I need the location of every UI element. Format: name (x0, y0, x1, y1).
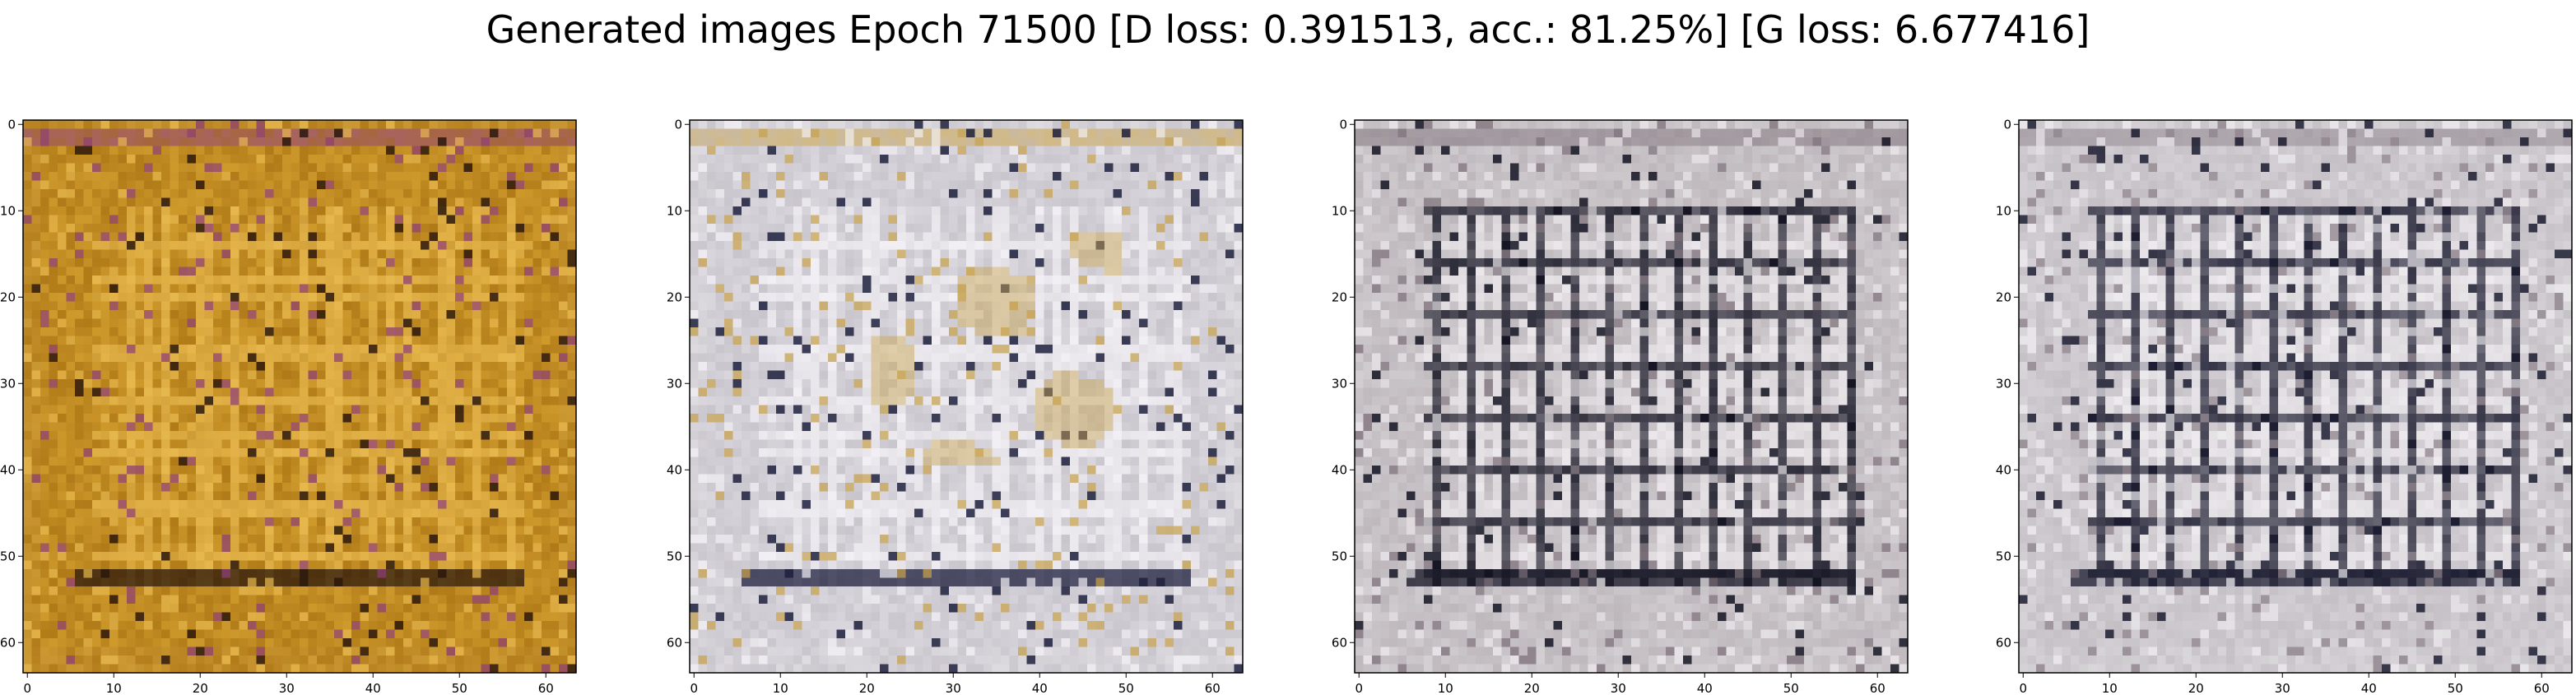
y-tick-label: 0 (7, 117, 16, 132)
x-tick-label: 20 (193, 681, 208, 695)
y-tick-label: 40 (667, 462, 682, 477)
generated-image-panel-4: 0 10 20 30 40 50 60 0 10 20 30 40 50 60 (1996, 114, 2576, 695)
x-tick-label: 20 (1524, 681, 1540, 695)
x-tick-label: 40 (2361, 681, 2377, 695)
y-tick-label: 0 (674, 117, 682, 132)
x-tick-label: 40 (1032, 681, 1048, 695)
figure-title: Generated images Epoch 71500 [D loss: 0.… (486, 7, 2090, 52)
y-tick-label: 30 (0, 376, 16, 391)
x-tick-label: 20 (859, 681, 875, 695)
y-tick-label: 50 (667, 549, 682, 563)
x-tick-label: 60 (1870, 681, 1886, 695)
image-pixels (23, 120, 577, 674)
x-tick-label: 10 (106, 681, 122, 695)
image-pixels (1355, 120, 1909, 674)
y-tick-label: 10 (667, 203, 682, 218)
x-tick-label: 60 (1205, 681, 1221, 695)
x-tick-label: 50 (1118, 681, 1134, 695)
y-tick-label: 10 (1332, 203, 1347, 218)
y-tick-label: 30 (667, 376, 682, 391)
y-tick-label: 30 (1332, 376, 1347, 391)
y-tick-label: 20 (0, 290, 16, 304)
y-tick-label: 10 (0, 203, 16, 218)
x-tick-label: 60 (538, 681, 554, 695)
axes-frame (2018, 119, 2573, 674)
x-tick-label: 50 (452, 681, 467, 695)
axes-frame (22, 119, 577, 674)
x-tick-label: 60 (2534, 681, 2550, 695)
y-tick-label: 40 (0, 462, 16, 477)
y-tick-label: 60 (1996, 635, 2011, 650)
axes-frame (689, 119, 1244, 674)
x-tick-label: 10 (1438, 681, 1453, 695)
y-tick-label: 60 (667, 635, 682, 650)
x-tick-label: 0 (690, 681, 698, 695)
generated-image-plot-2: 0 10 20 30 40 50 60 0 10 20 30 40 50 60 (667, 117, 1244, 695)
x-tick-label: 20 (2188, 681, 2204, 695)
y-tick-label: 20 (667, 290, 682, 304)
y-tick-label: 20 (1996, 290, 2011, 304)
x-tick-label: 30 (946, 681, 961, 695)
generated-image-plot-1: 0 10 20 30 40 50 60 0 10 20 30 40 50 60 (0, 117, 577, 695)
x-tick-label: 40 (365, 681, 381, 695)
x-tick-label: 50 (1783, 681, 1799, 695)
y-tick-label: 40 (1996, 462, 2011, 477)
x-tick-label: 30 (2275, 681, 2290, 695)
y-tick-label: 10 (1996, 203, 2011, 218)
generated-image-panel-1: 0 10 20 30 40 50 60 0 10 20 30 40 50 60 (0, 114, 655, 695)
x-tick-label: 10 (773, 681, 788, 695)
x-tick-label: 10 (2102, 681, 2118, 695)
image-pixels (690, 120, 1244, 674)
x-tick-label: 0 (23, 681, 31, 695)
y-tick-label: 60 (1332, 635, 1347, 650)
x-tick-label: 0 (2019, 681, 2027, 695)
x-tick-label: 30 (1611, 681, 1626, 695)
generated-image-panel-3: 0 10 20 30 40 50 60 0 10 20 30 40 50 60 (1332, 114, 1987, 695)
x-tick-label: 40 (1697, 681, 1713, 695)
y-tick-label: 50 (1332, 549, 1347, 563)
generated-image-plot-3: 0 10 20 30 40 50 60 0 10 20 30 40 50 60 (1332, 117, 1909, 695)
x-tick-label: 0 (1355, 681, 1363, 695)
y-tick-label: 60 (0, 635, 16, 650)
image-pixels (2019, 120, 2573, 674)
axes-frame (1354, 119, 1909, 674)
x-tick-label: 50 (2448, 681, 2463, 695)
y-tick-label: 0 (1339, 117, 1347, 132)
x-tick-label: 30 (279, 681, 295, 695)
generated-image-panel-2: 0 10 20 30 40 50 60 0 10 20 30 40 50 60 (667, 114, 1322, 695)
y-tick-label: 40 (1332, 462, 1347, 477)
y-tick-label: 30 (1996, 376, 2011, 391)
y-tick-label: 0 (2003, 117, 2011, 132)
generated-image-plot-4: 0 10 20 30 40 50 60 0 10 20 30 40 50 60 (1996, 117, 2573, 695)
y-tick-label: 50 (1996, 549, 2011, 563)
y-tick-label: 50 (0, 549, 16, 563)
y-tick-label: 20 (1332, 290, 1347, 304)
